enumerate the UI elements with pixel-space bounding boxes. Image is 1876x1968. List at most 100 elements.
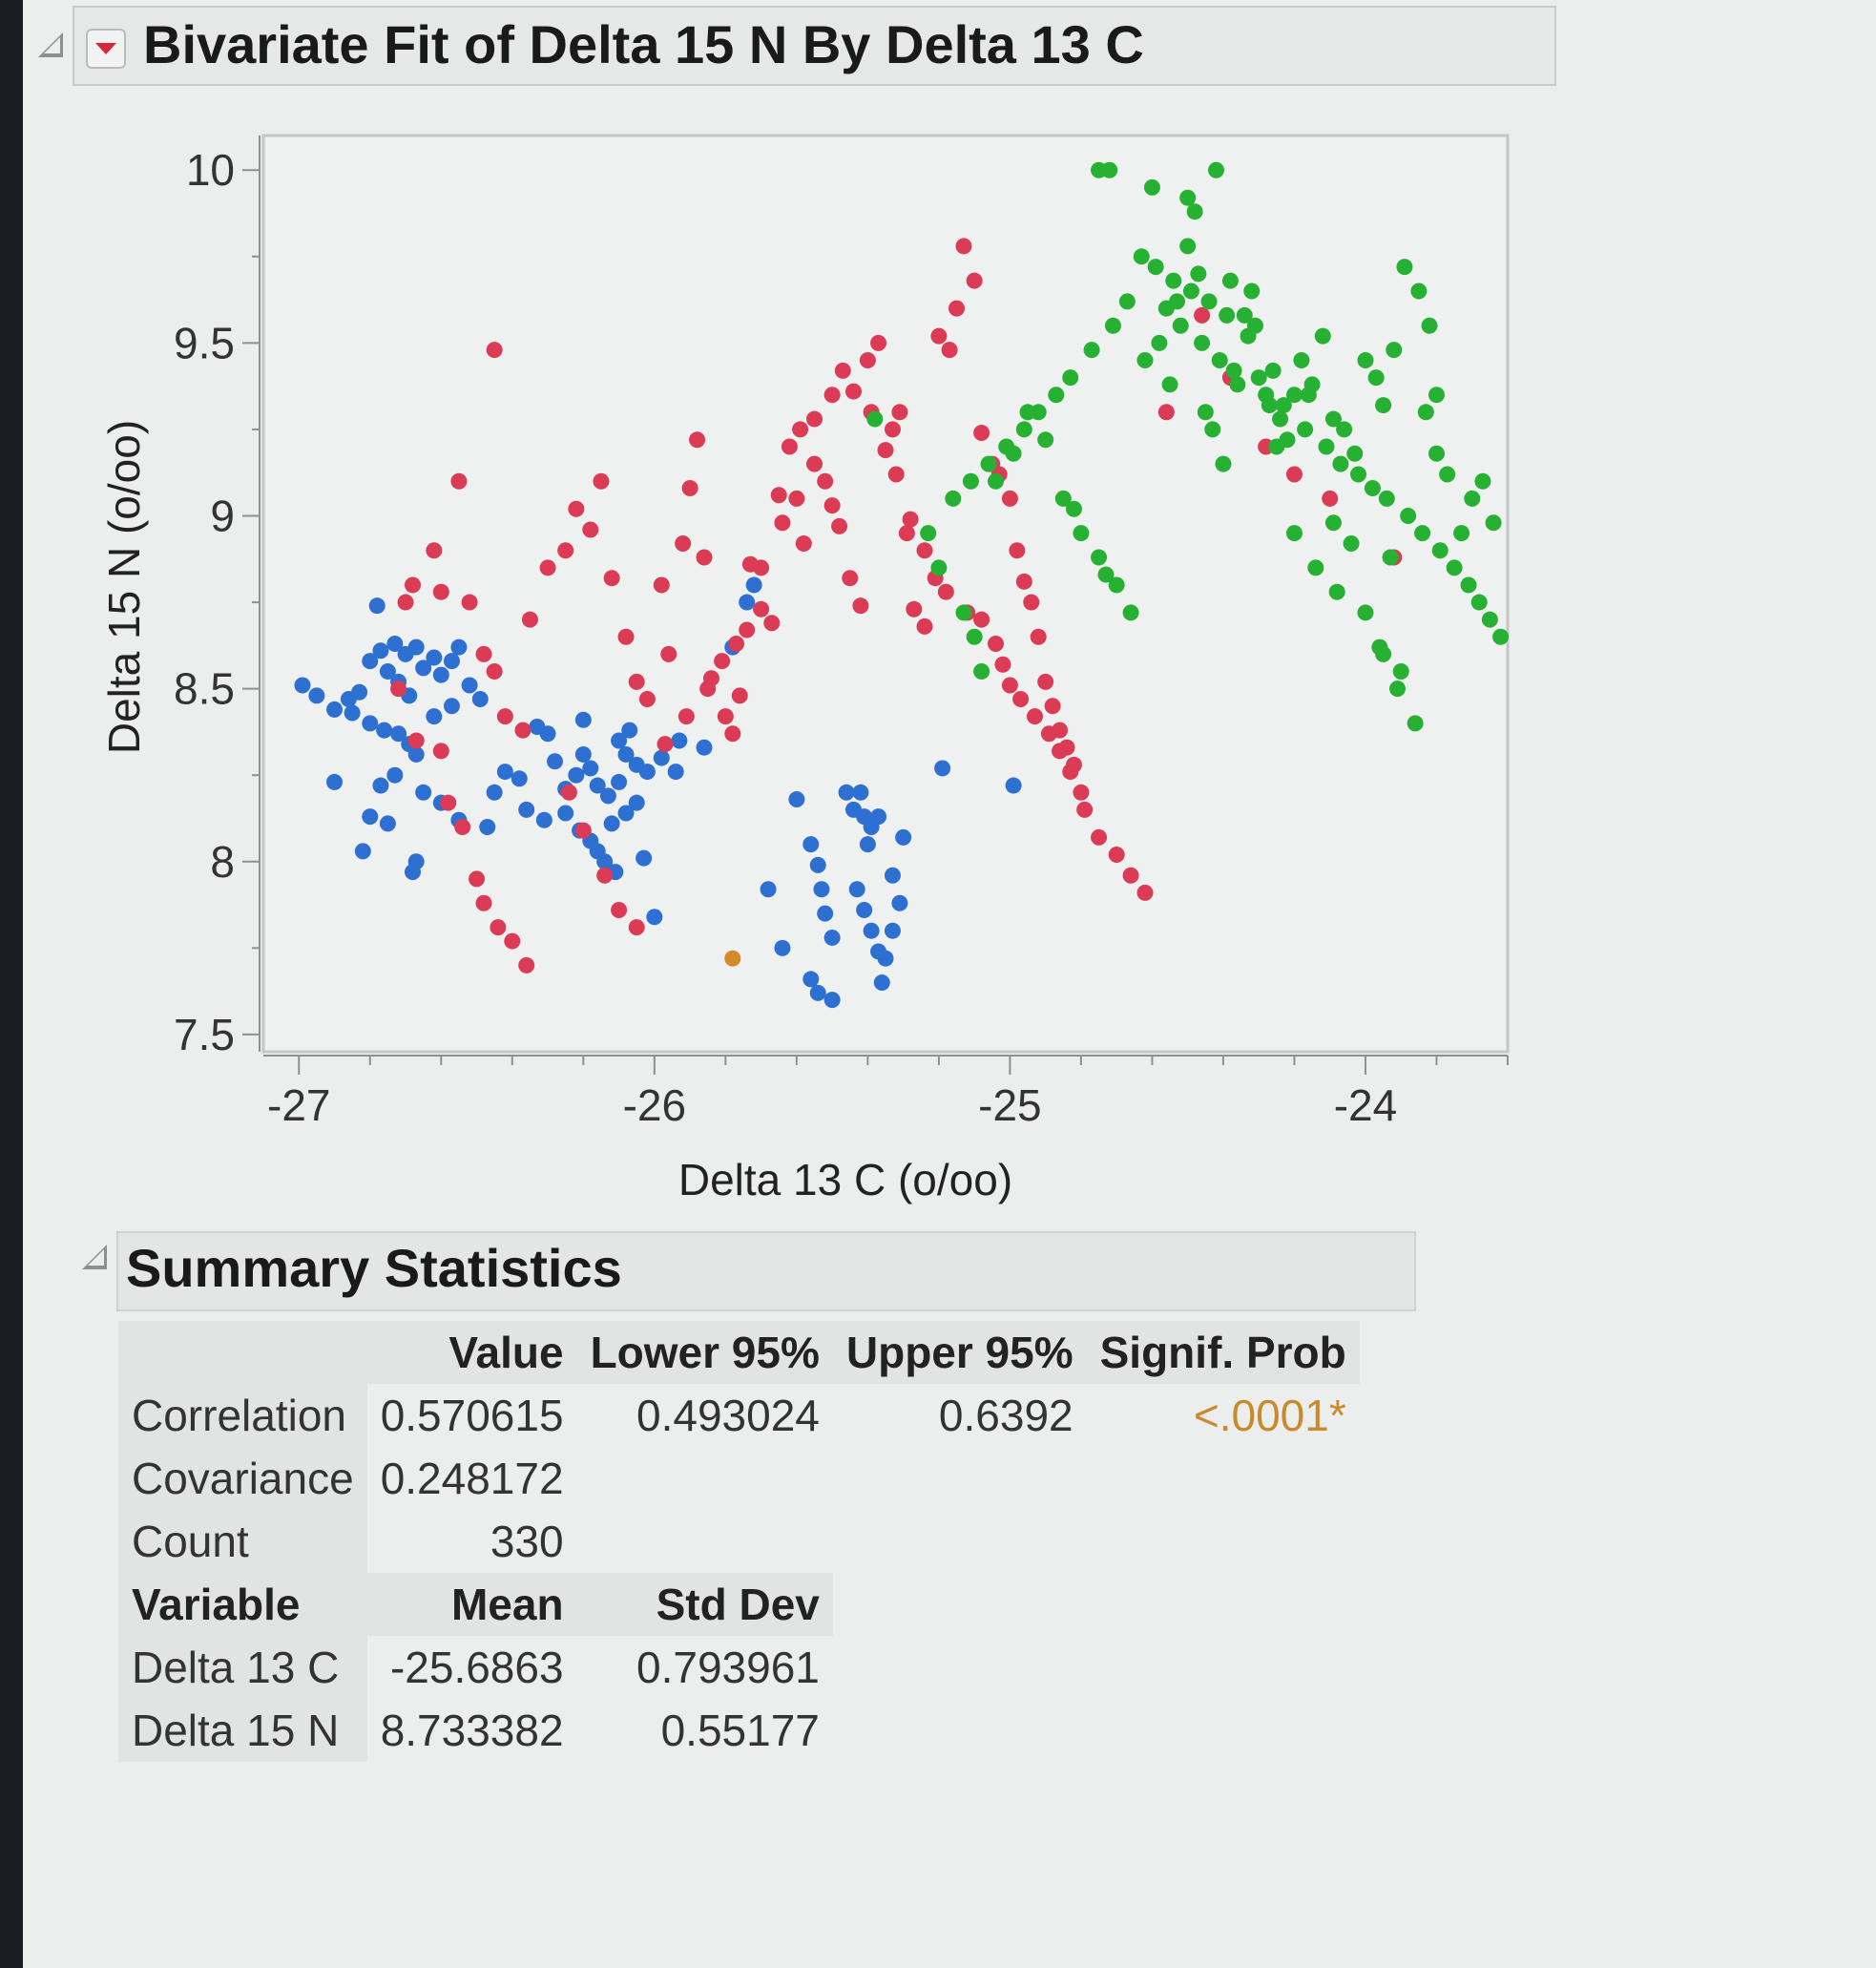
summary-collapse-triangle-icon[interactable] (82, 1245, 107, 1269)
scatter-point (326, 701, 343, 718)
scatter-point (994, 657, 1011, 673)
scatter-point (362, 715, 378, 731)
scatter-point (611, 902, 627, 918)
scatter-point (1215, 456, 1231, 472)
scatter-point (514, 722, 531, 739)
scatter-point (1315, 328, 1331, 345)
scatter-point (1198, 404, 1214, 420)
scatter-point (724, 951, 740, 967)
scatter-point (1037, 431, 1053, 448)
row-label: Correlation (118, 1384, 367, 1447)
scatter-point (1031, 629, 1047, 645)
scatter-point (1329, 584, 1345, 600)
scatter-point (522, 612, 538, 628)
scatter-point (967, 629, 983, 645)
scatter-point (948, 301, 965, 317)
scatter-point (934, 760, 950, 776)
scatter-point (1048, 387, 1064, 403)
scatter-point (1464, 491, 1480, 507)
scatter-point (824, 497, 841, 513)
scatter-point (878, 951, 894, 967)
scatter-point (849, 881, 865, 897)
scatter-point (450, 473, 467, 490)
scatter-point (568, 501, 584, 517)
scatter-point (810, 857, 826, 873)
summary-table: Value Lower 95% Upper 95% Signif. Prob C… (118, 1321, 1360, 1762)
y-axis-title: Delta 15 N (o/oo) (99, 420, 149, 754)
scatter-point (813, 881, 829, 897)
scatter-point (1208, 162, 1224, 178)
scatter-point (714, 653, 730, 669)
scatter-point (1414, 525, 1430, 541)
scatter-point (810, 985, 826, 1001)
scatter-point (1105, 318, 1121, 334)
scatter-point (472, 691, 489, 707)
cell-mean: -25.6863 (367, 1636, 577, 1699)
scatter-point (639, 691, 656, 707)
scatter-point (1002, 491, 1018, 507)
scatter-point (699, 680, 716, 697)
cell-value: 0.248172 (367, 1447, 577, 1510)
scatter-point (1344, 535, 1360, 552)
scatter-point (475, 895, 491, 911)
scatter-point (967, 273, 983, 289)
scatter-point (1194, 335, 1210, 351)
scatter-point (355, 843, 371, 859)
scatter-point (629, 795, 645, 811)
scatter-point (1062, 764, 1078, 780)
x-axis: -27 -26 -25 -24 (263, 1056, 1508, 1130)
scatter-point (294, 678, 310, 694)
x-tick-label: -24 (1334, 1080, 1397, 1130)
scatter-point (351, 684, 367, 701)
scatter-point (817, 906, 833, 922)
scatter-point (1027, 708, 1043, 724)
summary-header-row: Value Lower 95% Upper 95% Signif. Prob (118, 1321, 1360, 1384)
cell-stddev: 0.793961 (577, 1636, 833, 1699)
scatter-point (718, 708, 734, 724)
scatter-point (788, 791, 804, 807)
scatter-point (308, 687, 324, 703)
scatter-point (1471, 595, 1488, 611)
scatter-point (1276, 397, 1292, 413)
scatter-point (1357, 604, 1373, 620)
scatter-point (1045, 698, 1061, 714)
scatter-point (998, 439, 1014, 455)
scatter-point (803, 836, 819, 852)
scatter-point (878, 442, 894, 458)
scatter-point (845, 384, 862, 400)
scatter-point (1346, 446, 1363, 462)
col-upper: Upper 95% (833, 1321, 1087, 1384)
scatter-point (1301, 387, 1317, 403)
scatter-point (1109, 847, 1125, 863)
scatter-point (426, 650, 442, 666)
scatter-point (433, 667, 449, 683)
scatter-point (753, 601, 769, 618)
scatter-point (842, 570, 858, 586)
scatter-point (398, 595, 414, 611)
scatter-point (386, 767, 403, 784)
scatter-point (678, 708, 695, 724)
scatter-point (547, 753, 563, 769)
scatter-point (806, 456, 823, 472)
scatter-point (1016, 421, 1032, 437)
scatter-point (475, 646, 491, 662)
scatter-point (1396, 259, 1412, 275)
scatter-point (885, 421, 901, 437)
scatter-point (852, 597, 868, 614)
scatter-point (874, 974, 890, 991)
corner-cell (118, 1321, 367, 1384)
scatter-point (450, 639, 467, 656)
scatter-point (860, 836, 876, 852)
scatter-point (487, 663, 503, 680)
scatter-point (540, 725, 556, 742)
scatter-point (604, 570, 620, 586)
scatter-point (1418, 404, 1434, 420)
scatter-point (518, 802, 534, 818)
scatter-point (376, 722, 392, 739)
scatter-point (1453, 525, 1470, 541)
x-tick-label: -25 (978, 1080, 1041, 1130)
scatter-point (1165, 273, 1181, 289)
cell-value: 330 (367, 1510, 577, 1573)
scatter-point (1123, 868, 1139, 884)
scatter-point (497, 764, 513, 780)
